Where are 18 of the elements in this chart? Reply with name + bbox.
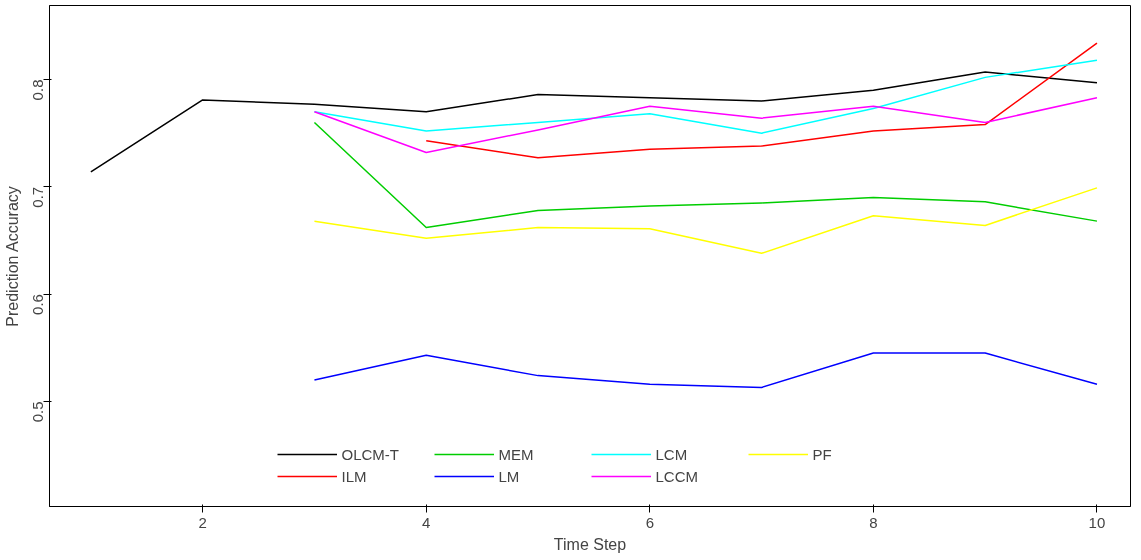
x-tick-label: 4 xyxy=(422,513,431,531)
legend-label: PF xyxy=(812,445,833,463)
y-axis-title: Prediction Accuracy xyxy=(3,186,21,327)
y-tick-label: 0.5 xyxy=(29,401,47,423)
legend-label: MEM xyxy=(498,445,535,463)
legend-label: OLCM-T xyxy=(341,445,400,463)
x-tick-label: 6 xyxy=(645,513,654,531)
legend-label: ILM xyxy=(341,467,368,485)
legend-label: LCCM xyxy=(655,467,699,485)
y-tick-label: 0.8 xyxy=(29,79,47,101)
y-tick-label: 0.6 xyxy=(29,294,47,315)
legend-label: LCM xyxy=(655,445,689,463)
legend-label: LM xyxy=(498,467,521,485)
x-axis-title: Time Step xyxy=(553,535,627,553)
x-tick-label: 2 xyxy=(198,513,207,531)
y-tick-label: 0.7 xyxy=(29,186,47,208)
x-tick-label: 10 xyxy=(1088,513,1106,531)
x-tick-label: 8 xyxy=(869,513,878,531)
